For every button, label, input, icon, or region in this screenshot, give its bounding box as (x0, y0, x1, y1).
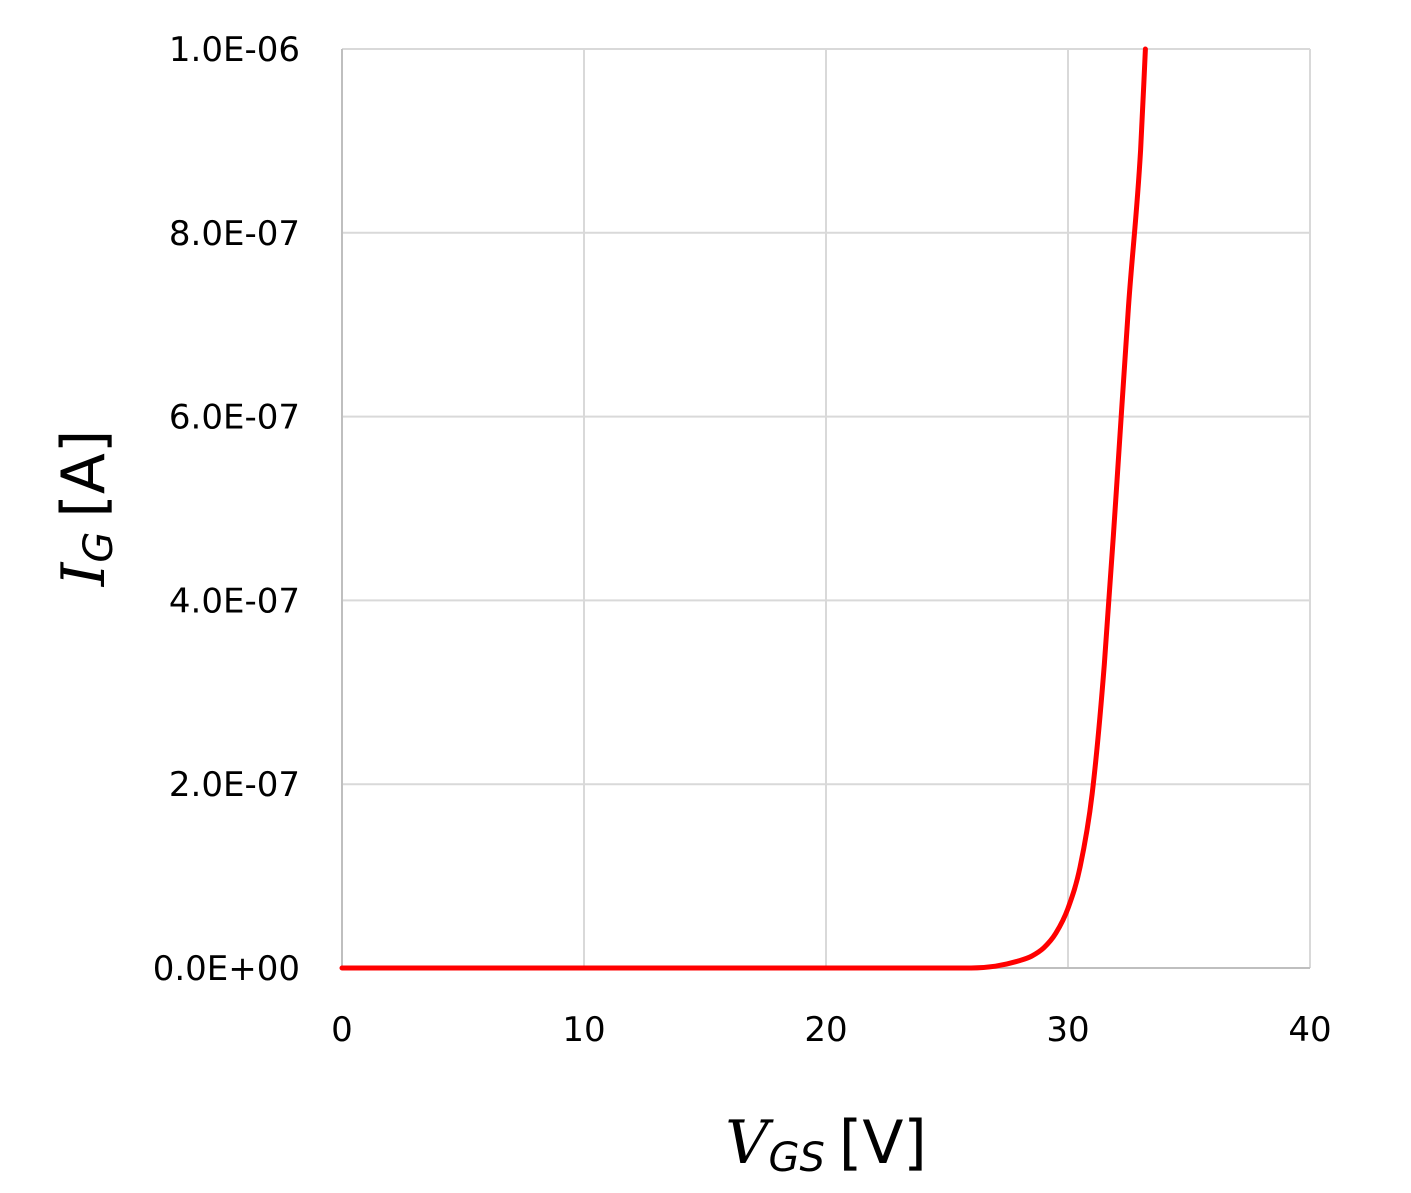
x-axis-title: VGS [V] (725, 1108, 927, 1181)
y-tick-label: 2.0E-07 (169, 765, 300, 805)
x-tick-label: 0 (331, 1010, 353, 1050)
x-tick-label: 20 (804, 1010, 847, 1050)
y-axis-title: IG[A] (49, 430, 122, 588)
x-tick-label: 10 (562, 1010, 605, 1050)
y-tick-label: 6.0E-07 (169, 398, 300, 438)
data-series (339, 46, 1148, 971)
x-tick-label: 30 (1046, 1010, 1089, 1050)
y-tick-labels: 0.0E+00 2.0E-07 4.0E-07 6.0E-07 8.0E-07 1.0E-… (153, 30, 300, 989)
gridlines (342, 48, 1311, 968)
x-tick-label: 40 (1288, 1010, 1331, 1050)
y-tick-label: 4.0E-07 (169, 581, 300, 621)
y-tick-label: 8.0E-07 (169, 214, 300, 254)
y-tick-label: 0.0E+00 (153, 949, 300, 989)
series-line (339, 46, 1148, 971)
y-tick-label: 1.0E-06 (169, 30, 300, 70)
x-tick-labels: 0 10 20 30 40 (331, 1010, 1331, 1050)
